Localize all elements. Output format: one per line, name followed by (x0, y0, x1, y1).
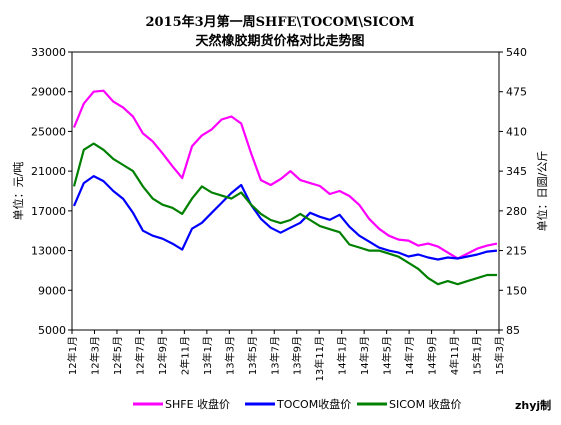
y-left-tick-label: 21000 (31, 165, 66, 178)
chart-subtitle: 天然橡胶期货价格对比走势图 (195, 33, 364, 49)
y-left-tick-label: 33000 (31, 46, 66, 59)
y-axis-right: 540 475 410 345 280 215 150 85 (499, 46, 527, 337)
x-tick-label: 15年1月 (471, 336, 484, 375)
y-right-tick-label: 85 (506, 324, 520, 337)
series-line-2 (72, 175, 498, 261)
x-tick-label: 15年3月 (493, 336, 506, 375)
legend: SHFE 收盘价 TOCOM收盘价 SICOM 收盘价 (133, 397, 462, 411)
y-right-tick-label: 280 (506, 205, 527, 218)
series-layer (72, 89, 498, 286)
x-tick-label: 13年5月 (246, 336, 259, 375)
x-tick-label: 4年11月 (448, 336, 461, 375)
x-tick-label: 14年1月 (336, 336, 349, 375)
y-axis-right-label: 单位：日圆/公斤 (535, 151, 549, 232)
y-axis-left-label: 单位：元/吨 (11, 162, 25, 221)
y-right-tick-label: 540 (506, 46, 527, 59)
x-tick-label: 14年5月 (381, 336, 394, 375)
credit-text: zhyj制 (515, 398, 551, 412)
y-right-tick-label: 345 (506, 165, 527, 178)
x-tick-label: 14年7月 (403, 336, 416, 375)
x-tick-label: 12年9月 (156, 336, 169, 375)
x-axis: 12年1月 12年3月 12年5月 12年7月 12年9月 2年11月 13年1月 13年3月… (66, 330, 506, 381)
x-tick-label: 12年7月 (133, 336, 146, 375)
x-tick-label: 13年1月 (201, 336, 214, 375)
y-left-tick-label: 17000 (31, 205, 66, 218)
x-tick-label: 2年11月 (178, 336, 191, 375)
y-left-tick-label: 9000 (38, 284, 66, 297)
y-right-tick-label: 475 (506, 86, 527, 99)
x-tick-label: 13年7月 (268, 336, 281, 375)
legend-label: TOCOM收盘价 (276, 397, 351, 411)
y-left-tick-label: 5000 (38, 324, 66, 337)
y-right-tick-label: 410 (506, 125, 527, 138)
x-tick-label: 14年3月 (358, 336, 371, 375)
legend-label: SHFE 收盘价 (165, 397, 230, 411)
y-right-tick-label: 150 (506, 284, 527, 297)
y-left-tick-label: 25000 (31, 125, 66, 138)
x-tick-label: 13年11月 (313, 336, 326, 381)
y-axis-left: 33000 29000 25000 21000 17000 13000 9000 5000 (31, 46, 72, 337)
legend-label: SICOM 收盘价 (389, 397, 462, 411)
y-right-tick-label: 215 (506, 245, 527, 258)
y-left-tick-label: 29000 (31, 86, 66, 99)
x-tick-label: 13年9月 (291, 336, 304, 375)
x-tick-label: 12年5月 (111, 336, 124, 375)
x-tick-label: 14年9月 (426, 336, 439, 375)
chart-title: 2015年3月第一周SHFE\TOCOM\SICOM (145, 14, 414, 30)
series-line-1 (72, 89, 498, 260)
y-left-tick-label: 13000 (31, 245, 66, 258)
x-tick-label: 12年1月 (66, 336, 79, 375)
series-line-3 (72, 142, 497, 286)
x-tick-label: 12年3月 (88, 336, 101, 375)
plot-area (71, 51, 500, 331)
x-tick-label: 13年3月 (223, 336, 236, 375)
